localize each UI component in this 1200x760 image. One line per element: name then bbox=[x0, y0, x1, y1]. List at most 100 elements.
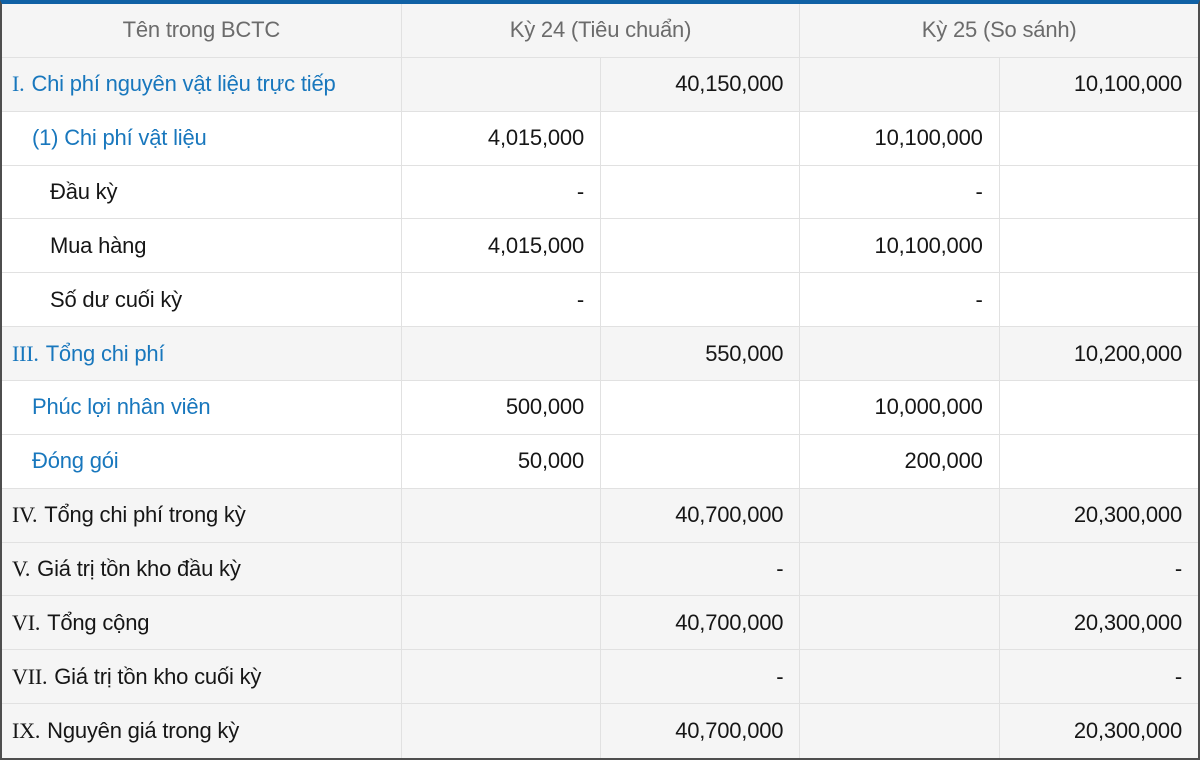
ky24-subcol2-value: 550,000 bbox=[599, 327, 799, 380]
row-label[interactable]: I. Chi phí nguyên vật liệu trực tiếp bbox=[2, 58, 401, 111]
row-label-text: Đầu kỳ bbox=[50, 178, 118, 204]
table-row: (1) Chi phí vật liệu 4,015,000 10,100,00… bbox=[2, 111, 1198, 166]
ky25-subcol2-value bbox=[998, 165, 1198, 219]
table-row: I. Chi phí nguyên vật liệu trực tiếp 40,… bbox=[2, 57, 1198, 112]
ky24-subcol2-value bbox=[599, 434, 799, 488]
ky24-subcol2-value: 40,700,000 bbox=[599, 704, 799, 758]
ky25-subcol1-value: - bbox=[799, 273, 998, 327]
row-label[interactable]: III. Tổng chi phí bbox=[2, 327, 401, 380]
ky25-subcol2-value bbox=[998, 381, 1198, 434]
ky24-subcol2-value bbox=[599, 111, 799, 165]
ky25-subcol2-value: 20,300,000 bbox=[998, 704, 1198, 758]
ky25-subcol2-value: 20,300,000 bbox=[998, 596, 1198, 650]
row-label: IV. Tổng chi phí trong kỳ bbox=[2, 489, 401, 542]
row-label: VII. Giá trị tồn kho cuối kỳ bbox=[2, 650, 401, 703]
table-row: Phúc lợi nhân viên 500,000 10,000,000 bbox=[2, 381, 1198, 435]
row-label-text: Phúc lợi nhân viên bbox=[32, 394, 211, 420]
row-numeral: IV. bbox=[12, 502, 38, 528]
row-label: V. Giá trị tồn kho đầu kỳ bbox=[2, 543, 401, 596]
table-row: Đầu kỳ - - bbox=[2, 165, 1198, 220]
ky25-subcol1-value bbox=[799, 488, 998, 542]
ky25-subcol2-value: 10,100,000 bbox=[998, 57, 1198, 111]
ky25-subcol1-value: 10,100,000 bbox=[799, 111, 998, 165]
ky24-subcol2-value bbox=[599, 381, 799, 434]
ky25-subcol2-value bbox=[998, 219, 1198, 273]
ky24-subcol2-value: - bbox=[599, 542, 799, 596]
row-numeral: I. bbox=[12, 71, 25, 97]
table-row: VI. Tổng cộng 40,700,000 20,300,000 bbox=[2, 596, 1198, 651]
ky24-subcol1-value bbox=[400, 542, 600, 596]
row-numeral: III. bbox=[12, 340, 39, 366]
row-label: Số dư cuối kỳ bbox=[2, 273, 401, 326]
row-label[interactable]: Đóng gói bbox=[2, 435, 401, 488]
ky25-subcol2-value: 20,300,000 bbox=[998, 488, 1198, 542]
table-header-row: Tên trong BCTC Kỳ 24 (Tiêu chuẩn) Kỳ 25 … bbox=[2, 4, 1198, 58]
ky24-subcol1-value bbox=[400, 704, 600, 758]
table-row: Số dư cuối kỳ - - bbox=[2, 273, 1198, 328]
ky24-subcol1-value bbox=[400, 650, 600, 704]
row-label-text: Số dư cuối kỳ bbox=[50, 286, 182, 312]
row-label-text: (1) Chi phí vật liệu bbox=[32, 125, 207, 151]
ky24-subcol2-value: 40,150,000 bbox=[599, 57, 799, 111]
row-label: VI. Tổng cộng bbox=[2, 596, 401, 649]
ky24-subcol1-value bbox=[400, 596, 600, 650]
ky24-subcol2-value bbox=[599, 273, 799, 327]
ky24-subcol1-value: 50,000 bbox=[400, 434, 600, 488]
table-row: Đóng gói 50,000 200,000 bbox=[2, 434, 1198, 489]
ky24-subcol1-value: 500,000 bbox=[400, 381, 600, 434]
ky25-subcol2-value bbox=[998, 434, 1198, 488]
ky24-subcol2-value: - bbox=[599, 650, 799, 704]
row-numeral: VI. bbox=[12, 609, 41, 635]
row-numeral: VII. bbox=[12, 663, 48, 689]
ky25-subcol2-value bbox=[998, 111, 1198, 165]
ky25-subcol2-value bbox=[998, 273, 1198, 327]
row-label[interactable]: (1) Chi phí vật liệu bbox=[2, 112, 401, 165]
ky25-subcol1-value bbox=[799, 704, 998, 758]
ky25-subcol2-value: 10,200,000 bbox=[998, 327, 1198, 380]
ky24-subcol1-value: 4,015,000 bbox=[400, 219, 600, 273]
row-label: IX. Nguyên giá trong kỳ bbox=[2, 704, 401, 758]
row-label-text: Giá trị tồn kho cuối kỳ bbox=[54, 663, 262, 689]
ky25-subcol1-value bbox=[799, 596, 998, 650]
ky25-subcol1-value: - bbox=[799, 165, 998, 219]
row-label: Đầu kỳ bbox=[2, 166, 401, 219]
row-numeral: V. bbox=[12, 555, 31, 581]
row-label: Mua hàng bbox=[2, 219, 401, 272]
ky25-subcol1-value bbox=[799, 542, 998, 596]
row-label-text: Tổng chi phí bbox=[45, 340, 165, 366]
ky25-subcol1-value bbox=[799, 57, 998, 111]
ky25-subcol1-value bbox=[799, 327, 998, 380]
row-label-text: Tổng chi phí trong kỳ bbox=[44, 502, 246, 528]
row-label-text: Chi phí nguyên vật liệu trực tiếp bbox=[31, 71, 336, 97]
table-row: Mua hàng 4,015,000 10,100,000 bbox=[2, 219, 1198, 274]
row-label[interactable]: Phúc lợi nhân viên bbox=[2, 381, 401, 434]
ky25-subcol2-value: - bbox=[998, 650, 1198, 704]
ky24-subcol2-value bbox=[599, 165, 799, 219]
header-period-25: Kỳ 25 (So sánh) bbox=[799, 4, 1198, 57]
ky24-subcol1-value bbox=[400, 327, 600, 380]
ky24-subcol1-value bbox=[400, 488, 600, 542]
table-row: VII. Giá trị tồn kho cuối kỳ - - bbox=[2, 650, 1198, 705]
ky25-subcol1-value: 200,000 bbox=[799, 434, 998, 488]
ky25-subcol2-value: - bbox=[998, 542, 1198, 596]
row-label-text: Đóng gói bbox=[32, 448, 119, 474]
ky24-subcol2-value: 40,700,000 bbox=[599, 596, 799, 650]
ky24-subcol2-value bbox=[599, 219, 799, 273]
ky25-subcol1-value: 10,100,000 bbox=[799, 219, 998, 273]
table-row: IV. Tổng chi phí trong kỳ 40,700,000 20,… bbox=[2, 488, 1198, 543]
ky24-subcol1-value bbox=[400, 57, 600, 111]
header-period-24: Kỳ 24 (Tiêu chuẩn) bbox=[400, 4, 800, 57]
ky24-subcol1-value: - bbox=[400, 165, 600, 219]
row-label-text: Mua hàng bbox=[50, 232, 147, 258]
row-label-text: Giá trị tồn kho đầu kỳ bbox=[37, 555, 241, 581]
ky24-subcol2-value: 40,700,000 bbox=[599, 488, 799, 542]
ky25-subcol1-value bbox=[799, 650, 998, 704]
ky24-subcol1-value: - bbox=[400, 273, 600, 327]
ky25-subcol1-value: 10,000,000 bbox=[799, 381, 998, 434]
ky24-subcol1-value: 4,015,000 bbox=[400, 111, 600, 165]
table-row: IX. Nguyên giá trong kỳ 40,700,000 20,30… bbox=[2, 704, 1198, 758]
row-label-text: Nguyên giá trong kỳ bbox=[47, 718, 239, 744]
row-numeral: IX. bbox=[12, 718, 41, 744]
table-row: III. Tổng chi phí 550,000 10,200,000 bbox=[2, 327, 1198, 381]
